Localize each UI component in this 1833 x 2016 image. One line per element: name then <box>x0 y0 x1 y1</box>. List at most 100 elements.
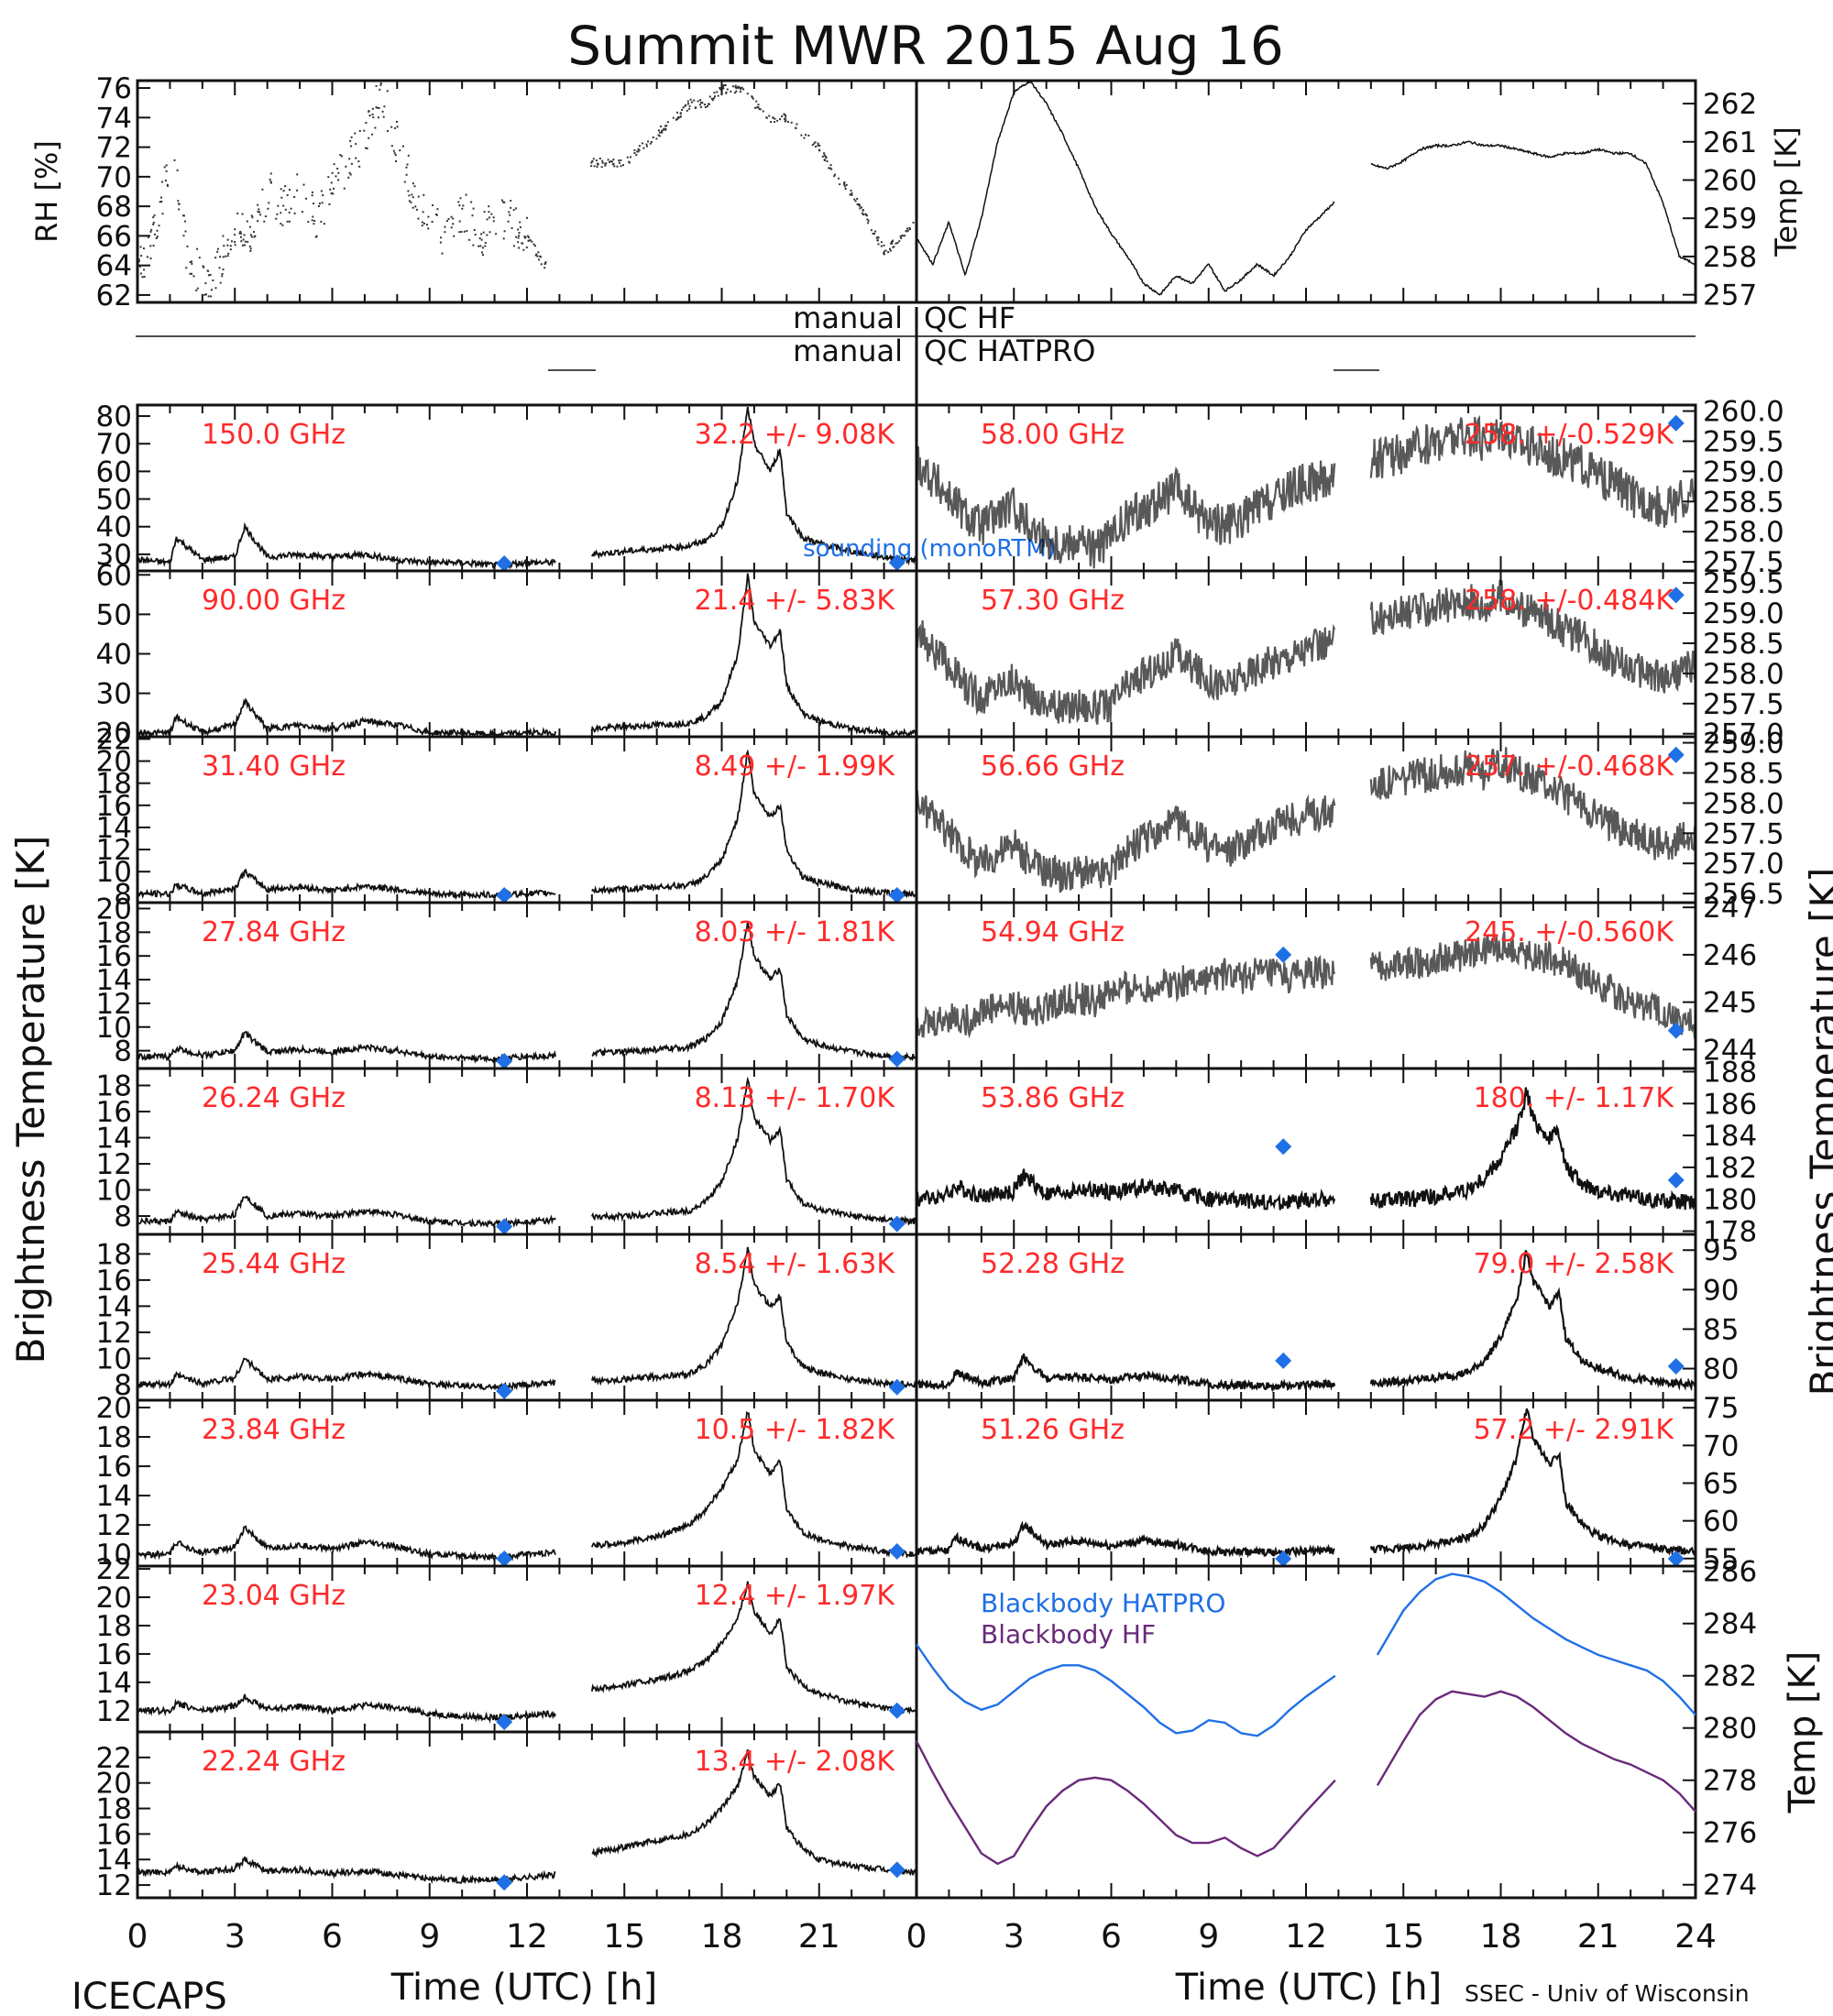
y-tick-label: 257.5 <box>1703 688 1784 721</box>
rh-point <box>906 227 908 230</box>
rh-point <box>212 279 214 281</box>
rh-point <box>368 110 370 113</box>
sounding-marker <box>888 1702 906 1719</box>
tb-trace <box>137 573 917 739</box>
rh-point <box>488 216 490 219</box>
rh-point <box>759 108 762 111</box>
rh-point <box>612 159 615 161</box>
rh-point <box>258 208 260 211</box>
y-tick-label: 64 <box>96 250 132 283</box>
rh-point <box>480 238 483 241</box>
tb-trace <box>137 1748 917 1885</box>
rh-point <box>152 223 155 225</box>
rh-point <box>247 240 249 243</box>
rh-point <box>515 236 518 238</box>
rh-point <box>490 213 493 215</box>
rh-point <box>152 221 155 224</box>
rh-point <box>458 231 461 234</box>
rh-point <box>159 201 161 203</box>
rh-point <box>236 212 239 214</box>
rh-point <box>307 221 310 224</box>
channel-frequency: 54.94 GHz <box>981 916 1125 948</box>
channel-stats: 32.2 +/- 9.08K <box>695 419 896 451</box>
rh-point <box>785 119 787 122</box>
rh-point <box>219 256 222 258</box>
rh-point <box>517 241 520 244</box>
rh-point <box>679 115 682 118</box>
rh-point <box>248 225 251 228</box>
rh-point <box>461 207 464 210</box>
panel-ch-14: 244 245 246 247 54.94 GHz 245. +/-0.560K <box>915 892 1757 1070</box>
rh-point <box>147 236 149 238</box>
rh-point <box>665 125 668 127</box>
rh-point <box>616 165 619 168</box>
rh-point <box>904 235 906 237</box>
rh-point <box>377 116 379 119</box>
rh-point <box>889 247 891 250</box>
panel-temp-1: 257 258 259 260 261 262 Temp [K] <box>915 79 1804 312</box>
rh-point <box>526 235 529 237</box>
rh-point <box>636 150 639 153</box>
rh-point <box>358 130 361 132</box>
rh-point <box>339 154 342 157</box>
rh-point <box>825 157 828 159</box>
rh-point <box>156 236 159 238</box>
rh-point <box>859 207 862 210</box>
rh-point <box>512 209 515 212</box>
rh-point <box>182 214 185 217</box>
qc-hatpro-label: QC HATPRO <box>924 334 1095 368</box>
rh-point <box>223 245 225 247</box>
rh-point <box>427 227 430 230</box>
bb-series-hf <box>915 1690 1696 1866</box>
rh-point <box>250 236 253 238</box>
rh-point <box>784 117 786 120</box>
y-tick-label: 257.5 <box>1703 817 1784 850</box>
rh-point <box>884 249 887 252</box>
rh-point <box>178 203 181 205</box>
rh-point <box>432 204 434 206</box>
rh-point <box>620 165 622 168</box>
x-tick-labels: 0 3 6 9 12 15 18 21 0 3 6 9 12 15 18 21 24 <box>127 1918 1717 1956</box>
rh-point <box>604 162 607 165</box>
rh-point <box>250 214 253 217</box>
rh-point <box>423 193 425 196</box>
rh-point <box>165 170 168 172</box>
rh-point <box>153 233 156 236</box>
rh-point <box>280 223 282 225</box>
rh-point <box>867 222 870 225</box>
rh-point <box>488 231 491 234</box>
rh-point <box>406 163 409 166</box>
rh-point <box>333 163 335 166</box>
rh-point <box>222 235 225 237</box>
rh-point <box>770 121 772 123</box>
y-tick-label: 62 <box>96 279 132 312</box>
y-tick-label: 66 <box>96 220 132 253</box>
channel-stats: 8.49 +/- 1.99K <box>695 751 896 783</box>
rh-point <box>143 247 145 250</box>
rh-point <box>322 194 324 196</box>
sounding-marker <box>888 1215 906 1233</box>
rh-point <box>371 107 374 110</box>
rh-point <box>178 208 181 211</box>
x-tick-label: 3 <box>1004 1918 1025 1956</box>
rh-point <box>412 206 414 209</box>
bb-legend-entry: Blackbody HF <box>981 1619 1156 1649</box>
y-tick-label: 18 <box>96 1793 132 1826</box>
rh-point <box>242 244 244 247</box>
rh-point <box>289 189 291 191</box>
rh-point <box>445 220 448 223</box>
rh-point <box>427 215 430 218</box>
rh-point <box>393 152 396 155</box>
rh-point <box>590 165 593 168</box>
rh-point <box>518 235 521 237</box>
panel-frame <box>136 79 918 304</box>
y-tick-label: 74 <box>96 102 132 135</box>
rh-point <box>690 101 693 104</box>
y-tick-label: 30 <box>96 678 132 711</box>
rh-point <box>807 134 810 137</box>
